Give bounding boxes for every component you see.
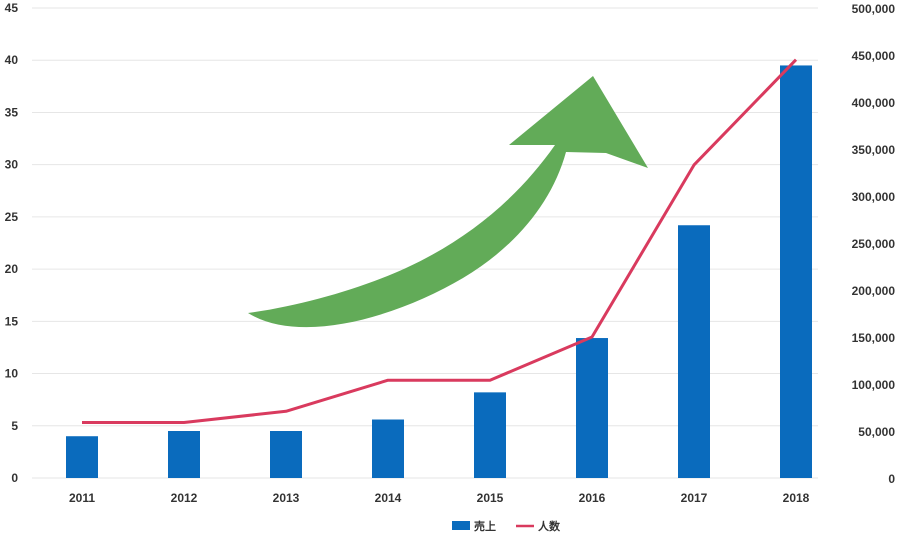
y-left-tick-label: 15 <box>5 314 19 328</box>
x-tick-label: 2015 <box>477 491 504 505</box>
x-axis: 2011 2012 2013 2014 2015 2016 2017 2018 <box>69 491 810 505</box>
bar <box>270 431 302 478</box>
y-axis-right: 0 50,000 100,000 150,000 200,000 250,000 300,0… <box>852 2 896 486</box>
bar <box>780 65 812 478</box>
x-tick-label: 2011 <box>69 491 95 505</box>
y-left-tick-label: 5 <box>11 419 18 433</box>
legend: 売上 人数 <box>452 519 561 533</box>
line-series <box>82 58 798 425</box>
y-right-tick-label: 200,000 <box>852 284 896 298</box>
y-left-tick-label: 0 <box>11 471 18 485</box>
line-path <box>82 58 798 425</box>
legend-label-sales: 売上 <box>474 519 496 533</box>
bar <box>576 338 608 478</box>
y-right-tick-label: 450,000 <box>852 49 896 63</box>
bar-series <box>66 65 812 478</box>
x-tick-label: 2017 <box>681 491 708 505</box>
y-right-tick-label: 350,000 <box>852 143 896 157</box>
legend-swatch-sales <box>452 521 470 530</box>
y-right-tick-label: 400,000 <box>852 96 896 110</box>
y-right-tick-label: 300,000 <box>852 190 896 204</box>
y-left-tick-label: 25 <box>5 210 19 224</box>
bar <box>678 225 710 478</box>
y-left-tick-label: 40 <box>5 53 19 67</box>
y-axis-left: 0 5 10 15 20 25 30 35 40 45 <box>5 1 19 485</box>
bar <box>372 419 404 478</box>
x-tick-label: 2014 <box>375 491 402 505</box>
bar <box>66 436 98 478</box>
bar <box>168 431 200 478</box>
y-right-tick-label: 150,000 <box>852 331 896 345</box>
y-left-tick-label: 30 <box>5 158 19 172</box>
y-left-tick-label: 35 <box>5 105 19 119</box>
x-tick-label: 2012 <box>171 491 198 505</box>
legend-label-people: 人数 <box>538 519 561 533</box>
y-right-tick-label: 500,000 <box>852 2 896 16</box>
x-tick-label: 2013 <box>273 491 300 505</box>
y-right-tick-label: 0 <box>888 472 895 486</box>
y-left-tick-label: 20 <box>5 262 19 276</box>
growth-arrow-group <box>248 76 648 328</box>
x-tick-label: 2018 <box>783 491 810 505</box>
y-right-tick-label: 100,000 <box>852 378 896 392</box>
bar <box>474 392 506 478</box>
y-right-tick-label: 50,000 <box>858 425 895 439</box>
x-tick-label: 2016 <box>579 491 606 505</box>
growth-arrow <box>248 76 648 328</box>
y-right-tick-label: 250,000 <box>852 237 896 251</box>
y-left-tick-label: 45 <box>5 1 19 15</box>
y-left-tick-label: 10 <box>5 367 19 381</box>
